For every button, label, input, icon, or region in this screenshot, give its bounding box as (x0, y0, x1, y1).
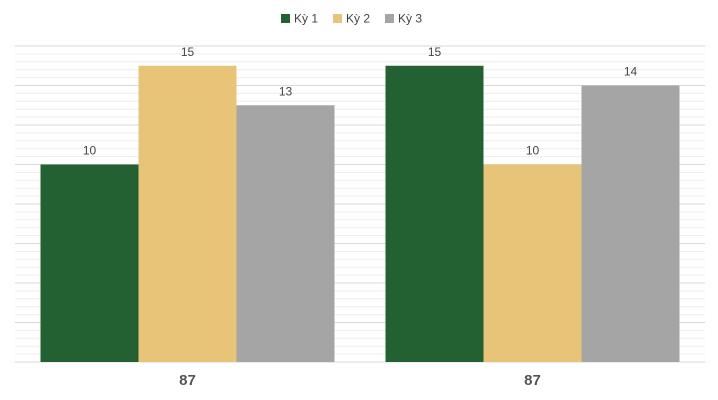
value-label: 13 (279, 84, 293, 98)
value-label: 15 (181, 45, 195, 59)
legend-label: Kỳ 3 (398, 12, 422, 26)
bar (581, 85, 680, 362)
value-label: 10 (526, 144, 540, 158)
legend-label: Kỳ 2 (346, 12, 370, 26)
legend-label: Kỳ 1 (294, 12, 318, 26)
bar (40, 164, 139, 362)
legend-swatch (385, 14, 394, 23)
legend-swatch (333, 14, 342, 23)
bar (236, 105, 335, 362)
bar (385, 65, 484, 362)
x-tick-label: 87 (524, 372, 541, 389)
bar (483, 164, 582, 362)
value-label: 14 (624, 65, 638, 79)
value-label: 10 (83, 144, 97, 158)
bar (138, 65, 237, 362)
value-label: 15 (428, 45, 442, 59)
legend-swatch (281, 14, 290, 23)
x-tick-label: 87 (179, 372, 196, 389)
